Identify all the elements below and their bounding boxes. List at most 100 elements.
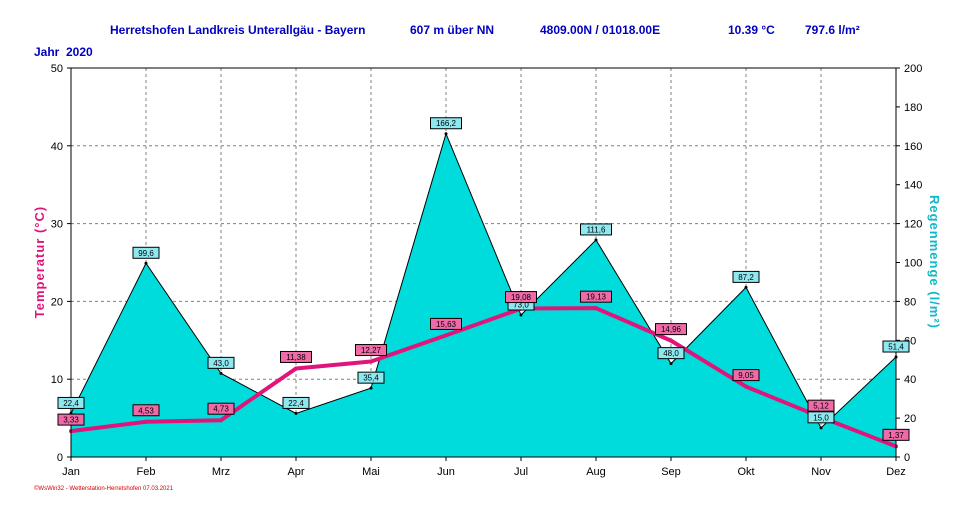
temperature-data-label: 14,96: [655, 323, 687, 336]
rain-data-label-text: 99,6: [138, 249, 154, 258]
left-tick-label: 20: [51, 296, 63, 308]
rain-data-label-box: [132, 246, 160, 259]
temperature-data-label-box: [505, 291, 537, 304]
rain-data-label-text: 51,4: [888, 343, 904, 352]
rain-data-label-box: [207, 356, 235, 369]
rain-data-label-text: 111,6: [587, 225, 606, 234]
temperature-data-label-box: [207, 402, 235, 415]
left-axis-title: Temperatur (°C): [32, 206, 47, 318]
rain-data-label-box: [882, 340, 910, 353]
rain-data-label: 48,0: [657, 347, 685, 360]
temperature-data-label-text: 4,53: [138, 406, 154, 415]
rain-data-label-box: [807, 411, 835, 424]
rain-data-label-box: [357, 371, 385, 384]
temperature-data-label-text: 3,33: [63, 416, 79, 425]
temperature-data-label-text: 12,27: [361, 346, 382, 355]
chart-header: Herretshofen Landkreis Unterallgäu - Bay…: [34, 23, 860, 59]
rain-point: [369, 386, 373, 390]
rain-data-label-text: 43,0: [213, 359, 229, 368]
station-name: Herretshofen Landkreis Unterallgäu - Bay…: [110, 23, 365, 37]
left-tick-label: 50: [51, 63, 63, 75]
x-tick-label: Sep: [661, 466, 681, 478]
temperature-data-label-box: [355, 344, 387, 357]
right-tick-label: 40: [904, 374, 916, 386]
temperature-data-label-text: 19,08: [511, 293, 532, 302]
rain-data-label-text: 22,4: [63, 399, 79, 408]
temperature-data-label: 5,12: [807, 399, 835, 412]
temperature-point: [294, 366, 298, 371]
temperature-data-label-text: 19,13: [586, 293, 607, 302]
year-label: Jahr: [34, 45, 60, 59]
rain-point: [519, 313, 523, 317]
rain-point: [669, 362, 673, 366]
right-tick-label: 140: [904, 180, 922, 192]
x-tick-label: Nov: [811, 466, 831, 478]
rain-data-label-text: 166,2: [436, 119, 457, 128]
rain-point: [744, 285, 748, 289]
temperature-point: [369, 359, 373, 364]
rain-data-label-box: [282, 396, 310, 409]
temperature-data-label: 1,37: [882, 428, 910, 441]
rain-data-label-box: [732, 270, 760, 283]
temperature-data-label-text: 14,96: [661, 325, 682, 334]
temperature-data-label-box: [430, 317, 462, 330]
rain-point: [819, 426, 823, 430]
x-tick-label: Jun: [437, 466, 455, 478]
rain-data-label: 99,6: [132, 246, 160, 259]
temperature-data-label-box: [580, 290, 612, 303]
x-tick-label: Jul: [514, 466, 528, 478]
temperature-data-label-text: 4,73: [213, 405, 229, 414]
rain-data-label-box: [430, 117, 462, 130]
temperature-point: [744, 384, 748, 389]
temperature-data-label: 12,27: [355, 344, 387, 357]
footer-credit: ©WsWin32 - Wetterstation-Herretshofen 07…: [34, 485, 174, 492]
temperature-point: [444, 333, 448, 338]
right-tick-label: 160: [904, 141, 922, 153]
x-tick-label: Aug: [586, 466, 606, 478]
station-coordinates: 4809.00N / 01018.00E: [540, 23, 660, 37]
rain-data-label-text: 35,4: [363, 374, 379, 383]
right-axis-title: Regenmenge (l/m²): [927, 195, 942, 329]
rain-data-label: 51,4: [882, 340, 910, 353]
station-altitude: 607 m über NN: [410, 23, 494, 37]
rain-data-label-text: 15,0: [813, 413, 829, 422]
right-tick-label: 20: [904, 413, 916, 425]
rain-data-label-text: 73,0: [513, 301, 529, 310]
rain-data-label-box: [657, 347, 685, 360]
temperature-data-label-text: 11,38: [286, 353, 306, 362]
left-axis: 0 10 20 30 40 50: [51, 63, 71, 464]
x-tick-label: Mrz: [212, 466, 230, 478]
temperature-data-label: 3,33: [57, 413, 85, 426]
rain-point: [294, 411, 298, 415]
temperature-point: [219, 418, 223, 423]
right-tick-label: 180: [904, 102, 922, 114]
temperature-data-label: 9,05: [732, 369, 760, 382]
temperature-data-label-box: [807, 399, 835, 412]
temperature-point: [144, 419, 148, 424]
rain-point: [444, 132, 448, 136]
year-value: 2020: [66, 45, 93, 59]
temperature-data-label: 11,38: [280, 350, 312, 363]
rain-data-label-box: [580, 223, 612, 236]
right-tick-label: 120: [904, 219, 922, 231]
x-tick-label: Mai: [362, 466, 380, 478]
rain-data-label: 35,4: [357, 371, 385, 384]
total-rainfall: 797.6 l/m²: [805, 23, 860, 37]
temperature-data-label-text: 9,05: [738, 371, 754, 380]
right-tick-label: 0: [904, 452, 910, 464]
left-tick-label: 0: [57, 452, 63, 464]
temperature-data-label: 4,73: [207, 402, 235, 415]
temperature-data-label-box: [732, 369, 760, 382]
average-temperature: 10.39 °C: [728, 23, 775, 37]
left-tick-label: 40: [51, 141, 63, 153]
left-tick-label: 30: [51, 219, 63, 231]
x-tick-label: Okt: [737, 466, 754, 478]
right-tick-label: 100: [904, 258, 922, 270]
rain-data-label: 15,0: [807, 411, 835, 424]
temperature-data-label: 19,13: [580, 290, 612, 303]
temperature-data-label-box: [132, 404, 160, 417]
x-tick-label: Jan: [62, 466, 80, 478]
temperature-data-label-text: 1,37: [888, 431, 904, 440]
left-tick-label: 10: [51, 374, 63, 386]
